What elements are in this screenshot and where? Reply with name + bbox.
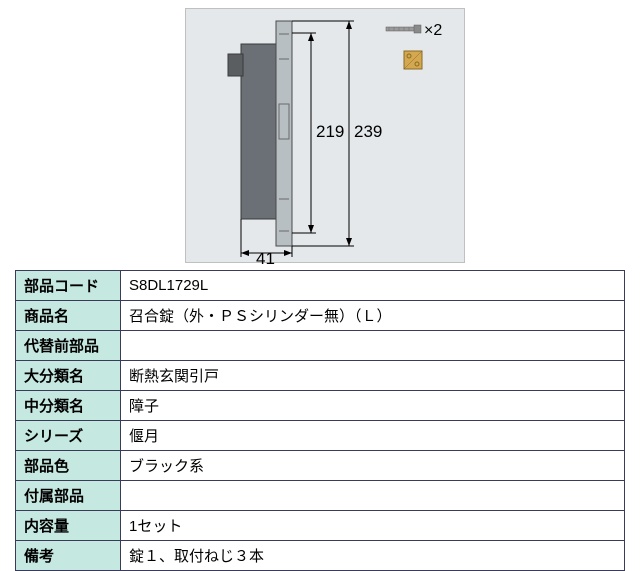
row-value: S8DL1729L <box>121 271 625 301</box>
bracket-icon <box>404 51 422 69</box>
screw-icon <box>386 25 421 33</box>
row-label: 備考 <box>16 541 121 571</box>
row-value: 召合錠（外・ＰＳシリンダー無）（Ｌ） <box>121 301 625 331</box>
table-row: 部品色ブラック系 <box>16 451 625 481</box>
row-label: 商品名 <box>16 301 121 331</box>
dim-inner-h: 219 <box>316 122 344 141</box>
table-row: 付属部品 <box>16 481 625 511</box>
table-row: 部品コードS8DL1729L <box>16 271 625 301</box>
row-label: 付属部品 <box>16 481 121 511</box>
row-value: 断熱玄関引戸 <box>121 361 625 391</box>
row-value: 1セット <box>121 511 625 541</box>
dim-outer-h: 239 <box>354 122 382 141</box>
row-label: 大分類名 <box>16 361 121 391</box>
row-label: 部品コード <box>16 271 121 301</box>
table-row: 商品名召合錠（外・ＰＳシリンダー無）（Ｌ） <box>16 301 625 331</box>
row-label: シリーズ <box>16 421 121 451</box>
row-value <box>121 481 625 511</box>
spec-table: 部品コードS8DL1729L商品名召合錠（外・ＰＳシリンダー無）（Ｌ）代替前部品… <box>15 270 625 571</box>
row-label: 内容量 <box>16 511 121 541</box>
row-value: 障子 <box>121 391 625 421</box>
table-row: 内容量1セット <box>16 511 625 541</box>
table-row: シリーズ偃月 <box>16 421 625 451</box>
row-label: 部品色 <box>16 451 121 481</box>
table-row: 大分類名断熱玄関引戸 <box>16 361 625 391</box>
spec-table-body: 部品コードS8DL1729L商品名召合錠（外・ＰＳシリンダー無）（Ｌ）代替前部品… <box>16 271 625 571</box>
table-row: 代替前部品 <box>16 331 625 361</box>
row-label: 代替前部品 <box>16 331 121 361</box>
row-value: 錠１、取付ねじ３本 <box>121 541 625 571</box>
row-value: 偃月 <box>121 421 625 451</box>
row-value <box>121 331 625 361</box>
row-value: ブラック系 <box>121 451 625 481</box>
product-diagram: 219 239 41 ×2 <box>185 8 465 263</box>
dim-width: 41 <box>256 249 275 264</box>
table-row: 中分類名障子 <box>16 391 625 421</box>
screw-qty: ×2 <box>424 22 442 39</box>
table-row: 備考錠１、取付ねじ３本 <box>16 541 625 571</box>
row-label: 中分類名 <box>16 391 121 421</box>
lock-diagram-svg: 219 239 41 ×2 <box>186 9 466 264</box>
